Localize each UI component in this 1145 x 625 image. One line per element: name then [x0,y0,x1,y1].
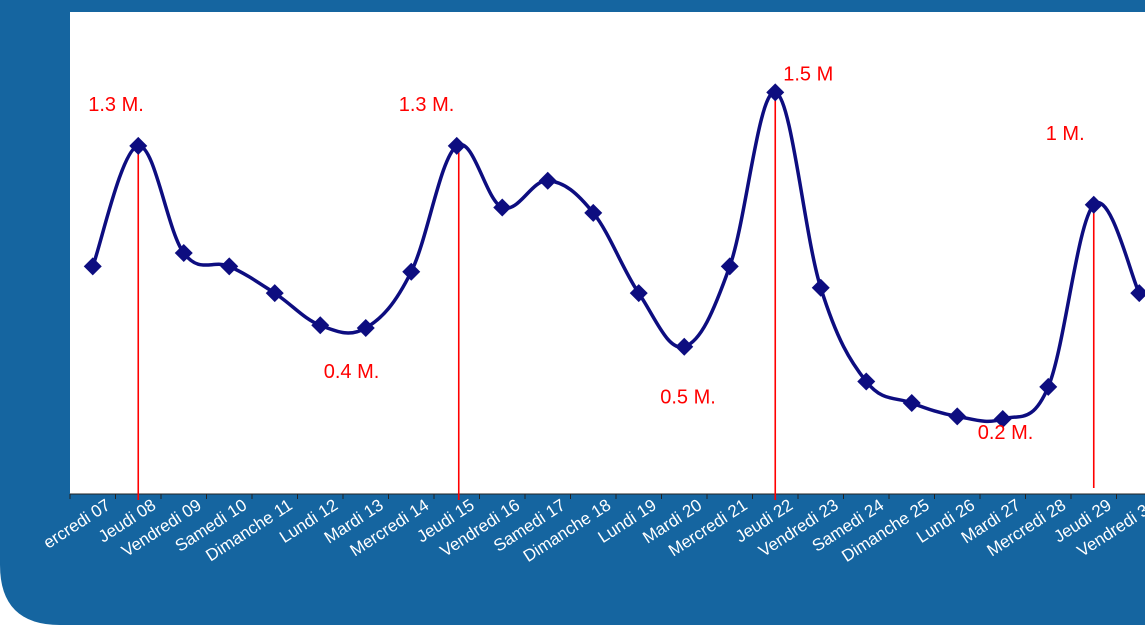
data-markers [83,83,1145,429]
data-point [402,262,421,281]
data-point [720,257,739,276]
annotation-label: 0.2 M. [978,422,1034,444]
data-point [356,318,375,337]
annotation-label: 0.4 M. [324,361,380,383]
data-point [629,284,648,303]
data-point [811,278,830,297]
reference-lines [137,86,1095,500]
annotation-label: 1.3 M. [399,94,455,116]
data-point [948,407,967,426]
annotation-label: 0.5 M. [660,387,716,409]
data-point [129,136,148,155]
data-point [220,257,239,276]
data-point [447,136,466,155]
data-point [1130,284,1145,303]
plot-area [70,12,1145,494]
data-point [265,284,284,303]
data-point [538,171,557,190]
data-point [902,393,921,412]
data-point [766,83,785,102]
data-point [311,316,330,335]
data-point [174,244,193,262]
data-point [1039,377,1058,396]
annotation-label: 1.3 M. [88,94,144,116]
data-point [83,257,102,276]
annotations: 1.3 M. 1.3 M. 0.4 M. 0.5 M. 1.5 M 1 M. 0.2 M. [88,63,1084,444]
x-axis-ticks [69,494,1117,499]
data-point [493,198,512,217]
annotation-label: 1 M. [1046,123,1085,145]
data-point [993,410,1012,429]
data-point [675,337,694,356]
data-point [1084,195,1103,214]
data-point [584,203,603,222]
annotation-label: 1.5 M [783,63,833,85]
data-point [857,372,876,391]
